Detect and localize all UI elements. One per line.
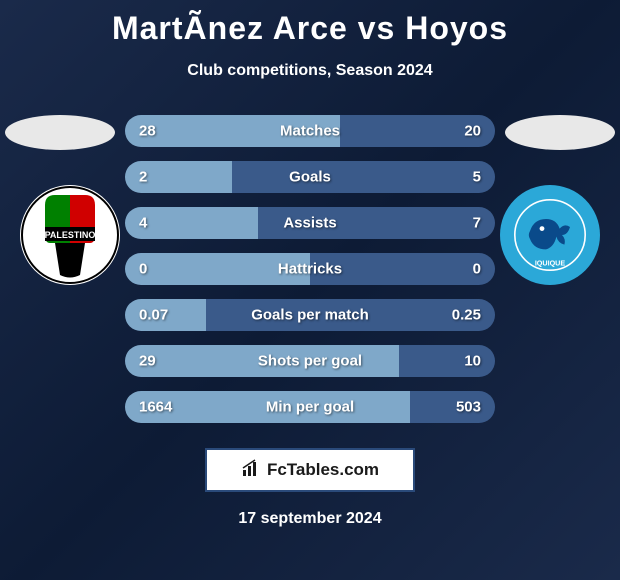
palestino-logo-icon: PALESTINO	[20, 185, 120, 285]
stat-value-left: 2	[139, 169, 147, 186]
stat-row-hattricks: 0 Hattricks 0	[125, 253, 495, 285]
stat-value-right: 10	[464, 353, 481, 370]
stat-row-min-per-goal: 1664 Min per goal 503	[125, 391, 495, 423]
stat-bar-right	[232, 161, 495, 193]
stat-value-left: 0	[139, 261, 147, 278]
chart-icon	[241, 458, 261, 483]
stat-value-right: 7	[473, 215, 481, 232]
stat-row-goals-per-match: 0.07 Goals per match 0.25	[125, 299, 495, 331]
comparison-container: PALESTINO IQUIQUE 28 Matches 20	[0, 115, 620, 423]
stat-value-right: 0	[473, 261, 481, 278]
stat-value-right: 0.25	[452, 307, 481, 324]
date-text: 17 september 2024	[0, 510, 620, 528]
svg-text:PALESTINO: PALESTINO	[45, 230, 96, 240]
stat-row-shots-per-goal: 29 Shots per goal 10	[125, 345, 495, 377]
player-photo-right	[505, 115, 615, 150]
stat-label: Goals	[289, 169, 331, 186]
footer-brand-badge[interactable]: FcTables.com	[205, 448, 415, 492]
stat-value-left: 28	[139, 123, 156, 140]
page-title: MartÃ­nez Arce vs Hoyos	[0, 0, 620, 47]
stat-label: Shots per goal	[258, 353, 362, 370]
stat-label: Hattricks	[278, 261, 342, 278]
club-logo-left: PALESTINO	[20, 185, 120, 285]
stat-value-right: 503	[456, 399, 481, 416]
stat-row-matches: 28 Matches 20	[125, 115, 495, 147]
stat-bar-right	[410, 391, 495, 423]
stat-row-goals: 2 Goals 5	[125, 161, 495, 193]
footer-brand-text: FcTables.com	[267, 460, 379, 480]
stat-value-left: 1664	[139, 399, 172, 416]
stat-row-assists: 4 Assists 7	[125, 207, 495, 239]
stat-value-left: 4	[139, 215, 147, 232]
stat-rows: 28 Matches 20 2 Goals 5 4 Assists 7	[125, 115, 495, 423]
player-photo-left	[5, 115, 115, 150]
stat-label: Min per goal	[266, 399, 354, 416]
stat-value-right: 5	[473, 169, 481, 186]
stat-value-right: 20	[464, 123, 481, 140]
svg-text:IQUIQUE: IQUIQUE	[535, 258, 566, 267]
stat-label: Goals per match	[251, 307, 369, 324]
iquique-logo-icon: IQUIQUE	[500, 185, 600, 285]
stat-value-left: 0.07	[139, 307, 168, 324]
stat-label: Assists	[283, 215, 336, 232]
page-subtitle: Club competitions, Season 2024	[0, 62, 620, 80]
stat-value-left: 29	[139, 353, 156, 370]
stat-label: Matches	[280, 123, 340, 140]
club-logo-right: IQUIQUE	[500, 185, 600, 285]
